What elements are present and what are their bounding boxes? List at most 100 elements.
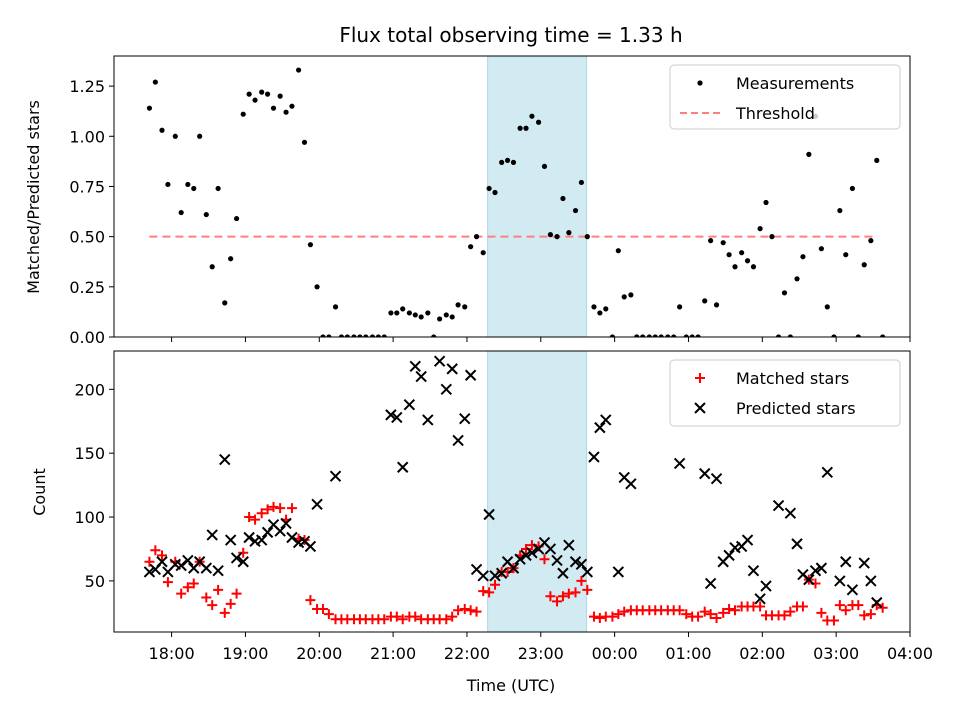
matched-star-point — [816, 607, 827, 618]
predicted-star-point — [446, 363, 458, 375]
measurement-point — [486, 185, 492, 192]
measurement-point — [400, 306, 406, 312]
legend-entry: Predicted stars — [736, 399, 856, 418]
matched-star-point — [323, 609, 334, 620]
predicted-star-point — [575, 558, 588, 571]
x-tick-label: 18:00 — [149, 644, 195, 663]
legend-entry: Threshold — [735, 104, 815, 123]
predicted-star-point — [261, 526, 274, 539]
predicted-star-point — [311, 498, 323, 510]
predicted-star-point — [230, 552, 243, 564]
measurement-point — [462, 304, 468, 310]
predicted-star-point — [699, 467, 711, 480]
measurement-point — [523, 125, 529, 131]
x-tick-label: 01:00 — [665, 644, 711, 663]
predicted-star-point — [650, 640, 660, 650]
measurement-point — [307, 242, 314, 248]
predicted-star-point — [464, 369, 477, 381]
matched-star-point — [779, 610, 790, 621]
matched-star-point — [557, 591, 568, 602]
matched-star-point — [144, 556, 155, 567]
measurement-point — [726, 252, 732, 258]
predicted-star-point — [858, 557, 870, 569]
matched-star-point — [563, 588, 574, 599]
matched-star-point — [156, 550, 167, 561]
matched-star-point — [853, 600, 864, 611]
measurement-point — [671, 334, 677, 337]
plot-area — [143, 355, 888, 650]
matched-star-point — [576, 575, 587, 586]
x-tick-label: 22:00 — [444, 644, 490, 663]
measurement-point — [861, 262, 867, 268]
matched-star-point — [681, 609, 692, 620]
measurement-point — [363, 334, 369, 337]
legend-box — [669, 359, 901, 427]
measurement-point — [831, 334, 837, 337]
predicted-star-point — [397, 461, 409, 473]
measurement-point — [314, 284, 320, 290]
bottom-y-axis-label: Count — [30, 468, 49, 516]
predicted-star-point — [182, 554, 194, 567]
measurement-point — [739, 250, 745, 256]
predicted-star-point — [760, 580, 772, 592]
matched-star-point — [250, 514, 261, 525]
measurement-point — [240, 111, 246, 117]
predicted-star-point — [403, 398, 416, 411]
measurement-point — [683, 334, 689, 337]
measurement-point — [259, 89, 265, 95]
matched-star-point — [379, 614, 390, 625]
measurement-point — [560, 195, 566, 202]
predicted-star-point — [569, 556, 582, 568]
predicted-star-point — [600, 414, 612, 426]
predicted-star-point — [391, 411, 403, 424]
predicted-star-point — [557, 567, 569, 579]
measurement-point — [818, 246, 824, 252]
measurement-point — [652, 334, 658, 337]
measurement-point — [775, 334, 782, 337]
matched-star-point — [724, 604, 735, 615]
matched-star-point — [459, 604, 470, 615]
matched-star-point — [244, 512, 255, 523]
measurement-point — [529, 113, 535, 119]
measurement-point — [351, 334, 357, 337]
predicted-star-point — [803, 573, 815, 586]
x-tick-label: 03:00 — [813, 644, 859, 663]
predicted-star-point — [495, 567, 508, 579]
measurement-point — [578, 179, 585, 186]
matched-star-point — [613, 609, 624, 620]
matched-star-point — [699, 606, 710, 617]
predicted-star-point — [747, 564, 760, 577]
predicted-star-point — [243, 531, 255, 544]
predicted-star-point — [865, 575, 877, 587]
matched-star-point — [674, 605, 685, 616]
matched-star-point — [225, 598, 236, 609]
measurement-point — [695, 334, 701, 337]
measurement-point — [794, 276, 800, 282]
measurement-point — [172, 133, 178, 139]
matched-star-point — [718, 607, 729, 618]
predicted-star-point — [544, 543, 557, 555]
predicted-star-point — [741, 534, 754, 546]
matched-star-point — [410, 611, 421, 622]
matched-star-point — [231, 588, 242, 599]
y-tick-label: 200 — [74, 380, 105, 399]
predicted-star-point — [219, 453, 231, 466]
measurement-point — [375, 334, 381, 337]
predicted-star-point — [581, 566, 594, 578]
measurement-point — [547, 232, 553, 238]
measurement-point — [252, 97, 258, 103]
matched-star-point — [262, 504, 273, 515]
matched-star-point — [397, 614, 408, 625]
predicted-star-point — [710, 473, 723, 485]
measurement-point — [191, 185, 197, 192]
measurement-point — [640, 334, 646, 337]
predicted-star-point — [212, 564, 224, 577]
x-tick-label: 00:00 — [592, 644, 638, 663]
predicted-star-point — [551, 554, 563, 567]
y-tick-label: 0.00 — [69, 328, 105, 347]
measurement-point — [185, 181, 191, 188]
measurement-point — [702, 298, 708, 304]
measurement-point — [732, 264, 738, 270]
matched-star-point — [201, 592, 212, 603]
measurement-point — [344, 334, 350, 337]
